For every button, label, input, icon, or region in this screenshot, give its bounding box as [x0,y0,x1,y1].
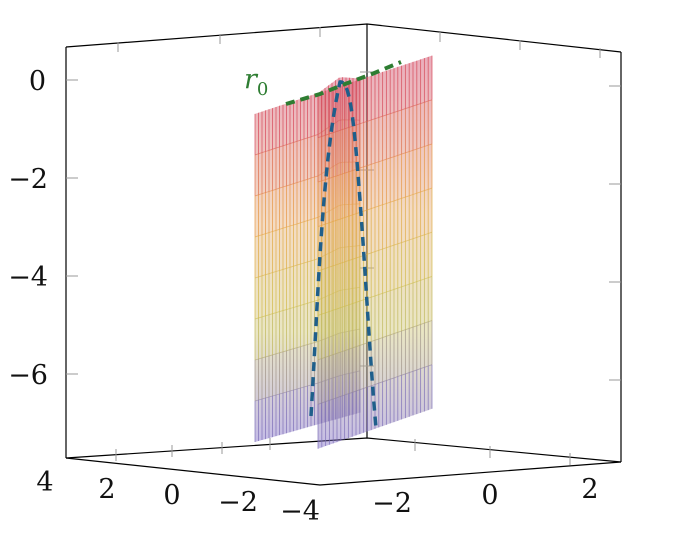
x-tick-label-1: 2 [98,474,115,505]
sheet-right-parallel [317,187,433,228]
sheet-right-parallel [317,320,433,361]
x-tick-label-2: 0 [163,480,180,511]
z-tick-label-2: −4 [8,262,48,293]
sheet-right-parallel [317,143,433,183]
sheet-right-parallel [317,99,433,139]
sheet-right-parallel [317,231,433,272]
z-tick-label-0: 0 [29,66,46,97]
sheet-right-parallel [317,364,433,405]
x-tick-label-3: −2 [218,487,258,518]
x-tick-label-0: 4 [36,467,53,498]
back-top-edge [65,23,622,53]
x-tick-label-4: −4 [280,496,320,527]
floor-back-edges [65,437,622,463]
y-tick-label-0: −2 [372,488,412,519]
sheet-right-parallel [317,275,433,316]
floor-front-edges [65,457,622,486]
y-tick-label-1: 0 [481,480,498,511]
curve-group [285,60,402,429]
surface-group [254,55,433,449]
z-tick-label-1: −2 [8,164,48,195]
y-tick-label-2: 2 [581,474,598,505]
top-edge-curve [285,60,402,106]
r0-annotation: r0 [244,64,268,100]
z-tick-label-3: −6 [8,360,48,391]
r0-annotation-subscript: 0 [257,79,268,100]
r0-annotation-main: r [244,64,259,95]
